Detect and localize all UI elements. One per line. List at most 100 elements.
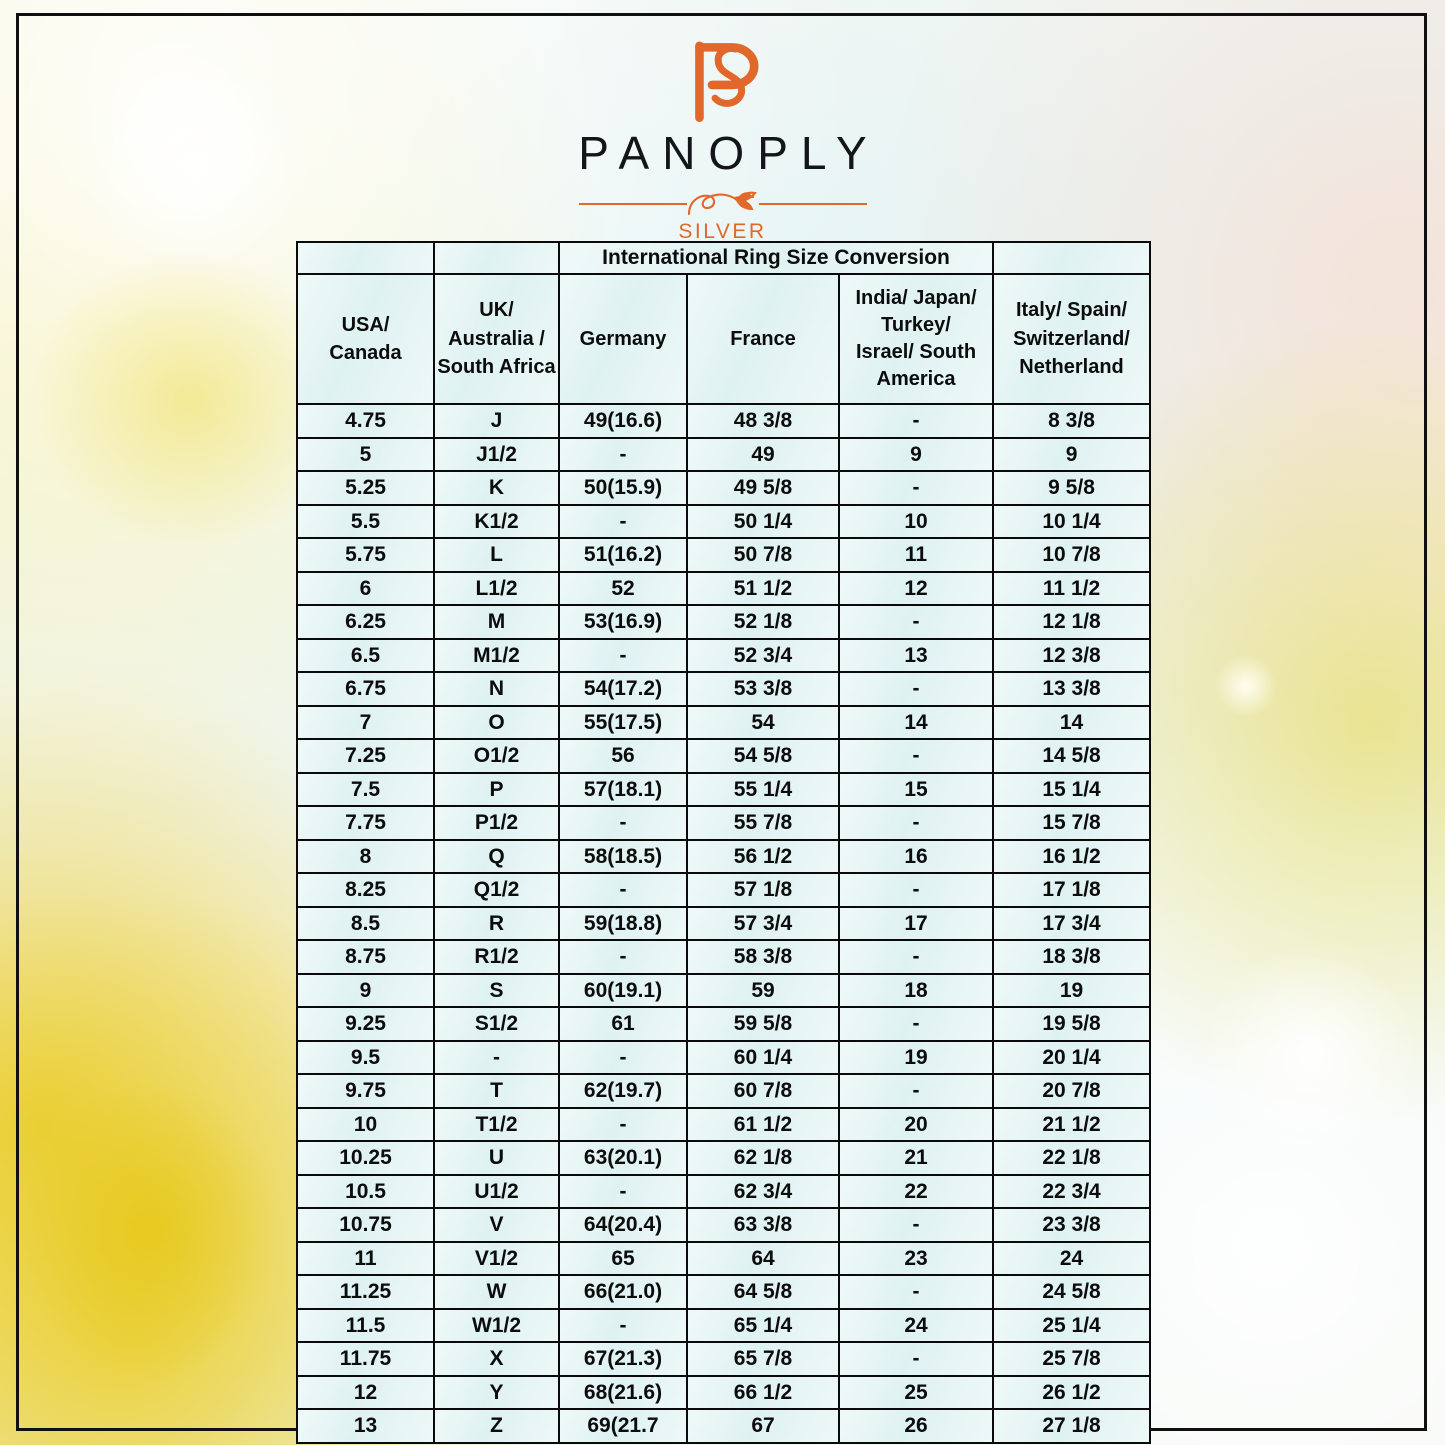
- table-cell: O1/2: [433, 738, 560, 774]
- table-cell: -: [558, 503, 688, 539]
- table-cell: 58(18.5): [558, 838, 688, 874]
- ring-size-conversion-table: International Ring Size Conversion USA/ …: [296, 241, 1152, 1444]
- table-cell: 14: [837, 704, 995, 740]
- table-cell: 9.5: [296, 1039, 435, 1075]
- table-row: 9.25 S1/2 61 59 5/8-19 5/8: [296, 1006, 1152, 1042]
- table-row: 13 Z 69(21.7 67 26 27 1/8: [296, 1408, 1152, 1444]
- table-cell: 55(17.5): [558, 704, 688, 740]
- table-cell: -: [837, 604, 995, 640]
- table-cell: -: [558, 939, 688, 975]
- table-cell: L: [433, 537, 560, 573]
- table-cell: P1/2: [433, 805, 560, 841]
- table-cell: Q: [433, 838, 560, 874]
- table-cell: R1/2: [433, 939, 560, 975]
- table-cell: W: [433, 1274, 560, 1310]
- table-cell: 5.5: [296, 503, 435, 539]
- column-header-italy-spain-switzerland-netherland: Italy/ Spain/ Switzerland/ Netherland: [992, 273, 1152, 405]
- table-cell: 49(16.6): [558, 403, 688, 439]
- table-row: 9.5- -60 1/4 19 20 1/4: [296, 1039, 1152, 1075]
- table-cell: -: [558, 1106, 688, 1142]
- table-row: 10.75 V 64(20.4) 63 3/8-23 3/8: [296, 1207, 1152, 1243]
- table-cell: 8.25: [296, 872, 435, 908]
- table-cell: 61: [558, 1006, 688, 1042]
- table-cell: 69(21.7: [558, 1408, 688, 1444]
- table-cell: 7.25: [296, 738, 435, 774]
- table-row: 5.75 L 51(16.2) 50 7/8 11 10 7/8: [296, 537, 1152, 573]
- table-cell: 51(16.2): [558, 537, 688, 573]
- brand-wordmark: PANOPLY: [578, 127, 880, 179]
- table-cell: 7.75: [296, 805, 435, 841]
- table-cell: M: [433, 604, 560, 640]
- header-line: India/ Japan/: [855, 287, 977, 310]
- table-cell: L1/2: [433, 570, 560, 606]
- table-cell: -: [558, 1173, 688, 1209]
- leaf-flourish-icon: [687, 191, 757, 216]
- column-header-uk-australia-south-africa: UK/ Australia / South Africa: [433, 273, 560, 405]
- table-cell: 49 5/8: [686, 470, 840, 506]
- brand-divider: [573, 184, 873, 218]
- table-cell: Y: [433, 1374, 560, 1410]
- table-cell: -: [837, 1006, 995, 1042]
- table-row: 10.5 U1/2-62 3/4 22 22 3/4: [296, 1173, 1152, 1209]
- table-cell: 51 1/2: [686, 570, 840, 606]
- table-cell: 67(21.3): [558, 1341, 688, 1377]
- column-header-germany: Germany: [558, 273, 688, 405]
- table-cell: 59(18.8): [558, 905, 688, 941]
- table-cell: 53(16.9): [558, 604, 688, 640]
- table-cell: 10 1/4: [992, 503, 1152, 539]
- table-row: 9.75 T 62(19.7) 60 7/8-20 7/8: [296, 1073, 1152, 1109]
- table-body: International Ring Size Conversion USA/ …: [296, 241, 1152, 1444]
- table-row: 6.25 M 53(16.9) 52 1/8-12 1/8: [296, 604, 1152, 640]
- column-header-france: France: [686, 273, 840, 405]
- table-row: 8.5 R 59(18.8) 57 3/4 17 17 3/4: [296, 905, 1152, 941]
- table-cell: 60 7/8: [686, 1073, 840, 1109]
- table-row: 10.25 U 63(20.1) 62 1/8 21 22 1/8: [296, 1140, 1152, 1176]
- table-cell: 12 3/8: [992, 637, 1152, 673]
- table-cell: 58 3/8: [686, 939, 840, 975]
- table-cell: K: [433, 470, 560, 506]
- table-cell: 63 3/8: [686, 1207, 840, 1243]
- table-row: 9 S 60(19.1) 59 18 19: [296, 972, 1152, 1008]
- table-cell: 11: [837, 537, 995, 573]
- table-cell: 13 3/8: [992, 671, 1152, 707]
- table-cell: J1/2: [433, 436, 560, 472]
- table-cell: -: [837, 470, 995, 506]
- table-cell: 64 5/8: [686, 1274, 840, 1310]
- table-cell: 10.5: [296, 1173, 435, 1209]
- table-cell: 14 5/8: [992, 738, 1152, 774]
- table-cell: 65: [558, 1240, 688, 1276]
- table-cell: 49: [686, 436, 840, 472]
- table-cell: 60(19.1): [558, 972, 688, 1008]
- table-cell: 22 1/8: [992, 1140, 1152, 1176]
- table-cell: Q1/2: [433, 872, 560, 908]
- header-line: South Africa: [437, 356, 556, 379]
- table-header-row: USA/ Canada UK/ Australia / South Africa…: [296, 273, 1152, 405]
- table-cell: J: [433, 403, 560, 439]
- table-row: 5.5 K1/2-50 1/4 10 10 1/4: [296, 503, 1152, 539]
- table-cell: 67: [686, 1408, 840, 1444]
- table-cell: 20 1/4: [992, 1039, 1152, 1075]
- table-cell: -: [558, 436, 688, 472]
- table-cell: 66 1/2: [686, 1374, 840, 1410]
- table-cell: 54 5/8: [686, 738, 840, 774]
- table-cell: 10: [296, 1106, 435, 1142]
- table-cell: 11.25: [296, 1274, 435, 1310]
- table-cell: 12: [837, 570, 995, 606]
- table-cell: 50 1/4: [686, 503, 840, 539]
- table-cell: 14: [992, 704, 1152, 740]
- table-cell: 9: [992, 436, 1152, 472]
- table-cell: K1/2: [433, 503, 560, 539]
- table-cell: -: [837, 939, 995, 975]
- table-cell: 68(21.6): [558, 1374, 688, 1410]
- table-title: International Ring Size Conversion: [557, 241, 995, 275]
- table-cell: 56 1/2: [686, 838, 840, 874]
- table-row: 5 J1/2-49 9 9: [296, 436, 1152, 472]
- header-line: USA/: [341, 313, 390, 336]
- table-cell: 25: [837, 1374, 995, 1410]
- header-line: Germany: [579, 327, 667, 350]
- table-cell: 55 7/8: [686, 805, 840, 841]
- table-cell: -: [837, 1274, 995, 1310]
- table-cell: 9: [837, 436, 995, 472]
- table-cell: 48 3/8: [686, 403, 840, 439]
